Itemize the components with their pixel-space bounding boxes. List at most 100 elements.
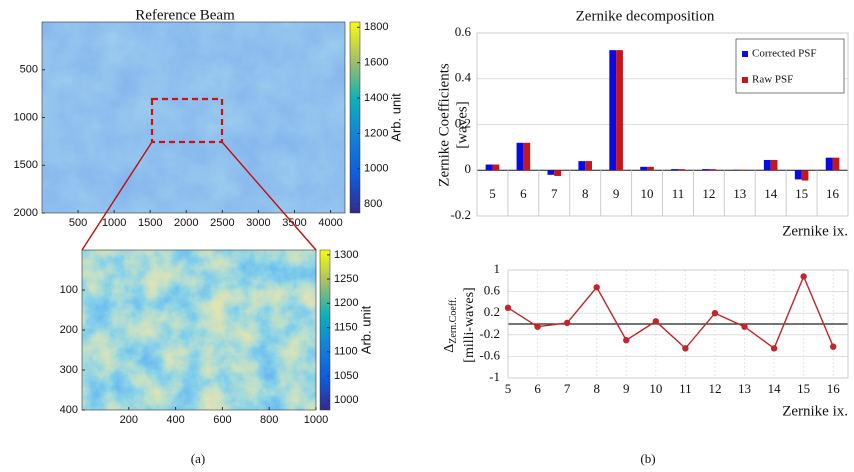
- y-tick-label: 0.4: [455, 70, 472, 85]
- x-tick-label: 10: [641, 186, 654, 201]
- x-tick-label: 10: [649, 381, 662, 396]
- y-tick-label: 0.2: [455, 115, 471, 130]
- x-tick-label: 3500: [282, 217, 306, 229]
- x-tick-label: 16: [826, 186, 840, 201]
- bar: [523, 142, 531, 171]
- colorbar-tick-label: 1050: [334, 370, 358, 382]
- y-axis-label: [waves]: [454, 101, 470, 148]
- x-tick-label: 7: [564, 381, 571, 396]
- y-tick-label: -0.2: [450, 207, 471, 222]
- point: [830, 343, 837, 350]
- bar: [677, 169, 685, 171]
- bar: [554, 170, 562, 176]
- bar: [708, 169, 716, 171]
- y-tick-label: 1000: [14, 111, 38, 123]
- x-tick-label: 16: [827, 381, 841, 396]
- y-axis-label: Zernike Coefficients: [436, 63, 452, 187]
- legend-label: Corrected PSF: [752, 48, 816, 60]
- x-tick-label: 5: [505, 381, 512, 396]
- bar: [825, 157, 833, 171]
- x-tick-label: 13: [738, 381, 751, 396]
- y-tick-label: -0.2: [479, 326, 500, 341]
- colorbar-tick-label: 1150: [334, 321, 358, 333]
- colorbar-label: Arb. unit: [388, 93, 403, 142]
- colorbar-tick-label: 1250: [334, 273, 358, 285]
- plot-frame: [507, 269, 849, 379]
- x-tick-label: 200: [120, 414, 138, 426]
- x-tick-label: 4000: [318, 217, 342, 229]
- x-tick-label: 13: [733, 186, 746, 201]
- colorbar-tick-label: 800: [364, 198, 382, 210]
- caption: (b): [640, 451, 655, 466]
- y-tick-label: 2000: [14, 207, 38, 219]
- bar: [492, 164, 500, 171]
- x-tick-label: 2500: [210, 217, 234, 229]
- legend-swatch: [742, 51, 748, 57]
- x-tick-label: 6: [520, 186, 527, 201]
- colorbar-tick-label: 1000: [364, 163, 388, 175]
- point: [741, 323, 748, 330]
- image-title: Reference Beam: [135, 7, 235, 23]
- bar: [640, 166, 648, 171]
- x-tick-label: 3000: [246, 217, 270, 229]
- x-axis-label: Zernike ix.: [782, 223, 848, 239]
- bar: [616, 50, 623, 171]
- colorbar-label: Arb. unit: [358, 305, 373, 354]
- y-tick-label: 500: [20, 64, 38, 76]
- x-tick-label: 5: [489, 186, 496, 201]
- image-field: [82, 250, 316, 410]
- legend-label: Raw PSF: [752, 74, 793, 86]
- chart-title: Zernike decomposition: [576, 8, 715, 24]
- x-tick-label: 12: [708, 381, 721, 396]
- x-tick-label: 1000: [304, 414, 328, 426]
- bar: [702, 169, 709, 171]
- x-tick-label: 12: [702, 186, 715, 201]
- point: [682, 345, 689, 352]
- bar: [585, 161, 593, 171]
- x-tick-label: 1000: [102, 217, 126, 229]
- point: [623, 337, 630, 344]
- colorbar: [349, 21, 361, 214]
- point: [711, 310, 719, 317]
- y-tick-label: 0.6: [455, 24, 472, 39]
- x-tick-label: 8: [593, 381, 600, 396]
- zoom-line: [221, 141, 317, 251]
- y-tick-label: 0.2: [484, 304, 500, 319]
- x-tick-label: 1500: [138, 217, 162, 229]
- zoom-box: [150, 97, 224, 144]
- y-tick-label: 400: [60, 404, 78, 416]
- x-tick-label: 6: [534, 381, 541, 396]
- bar: [794, 170, 802, 180]
- image-field: [42, 22, 345, 213]
- y-tick-label: -1: [489, 369, 500, 384]
- colorbar-tick-label: 1800: [364, 21, 388, 33]
- bar: [770, 159, 778, 171]
- bar: [609, 50, 617, 171]
- point: [504, 304, 512, 311]
- colorbar-tick-label: 1000: [334, 394, 358, 406]
- legend-box: [735, 38, 845, 94]
- zoom-line: [81, 141, 153, 251]
- y-tick-label: 0: [465, 161, 472, 176]
- y-tick-label: 1: [494, 261, 501, 276]
- y-axis-label: ΔZern.Coeff.: [442, 297, 459, 352]
- colorbar-tick-label: 1600: [364, 57, 388, 69]
- colorbar: [319, 249, 331, 411]
- x-tick-label: 9: [623, 381, 630, 396]
- y-tick-label: 1500: [14, 159, 38, 171]
- x-tick-label: 800: [260, 414, 278, 426]
- x-tick-label: 500: [69, 217, 87, 229]
- x-tick-label: 14: [764, 186, 778, 201]
- bar: [763, 159, 771, 171]
- point: [593, 284, 600, 291]
- y-tick-label: 300: [60, 364, 78, 376]
- point: [534, 323, 541, 330]
- colorbar-tick-label: 1100: [334, 346, 358, 358]
- colorbar-tick-label: 1200: [364, 127, 388, 139]
- line: [507, 274, 834, 350]
- bar: [578, 161, 586, 171]
- y-tick-label: 100: [60, 284, 78, 296]
- x-tick-label: 7: [551, 186, 558, 201]
- bar: [801, 170, 809, 181]
